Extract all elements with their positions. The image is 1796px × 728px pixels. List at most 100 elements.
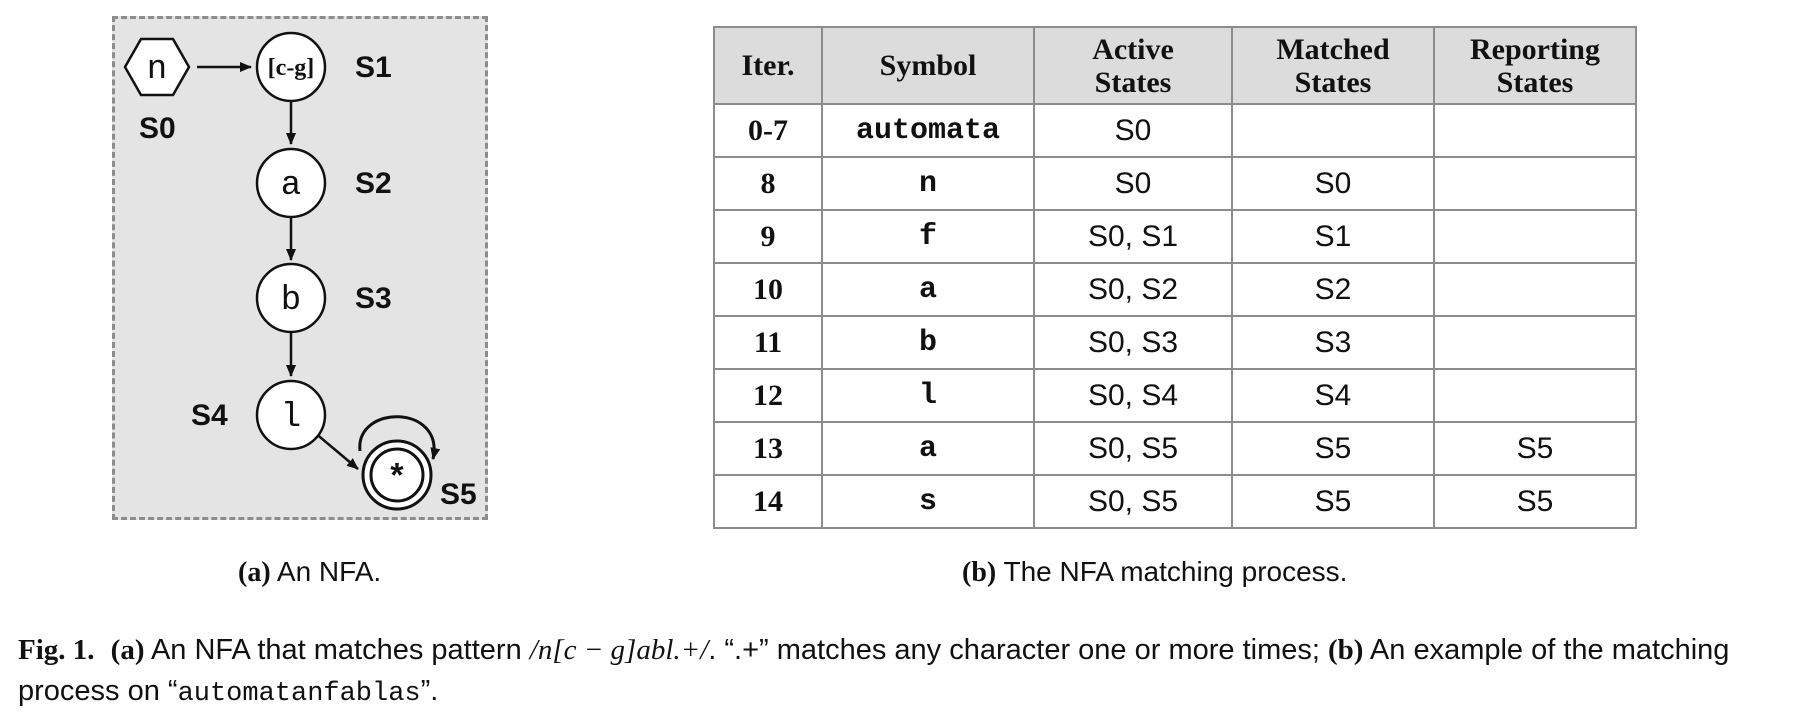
figure-label: Fig. 1. xyxy=(18,634,95,666)
cell-active-states: S0, S5 xyxy=(1033,474,1233,529)
table-row: 11 b S0, S3 S3 xyxy=(713,315,1637,370)
state-s2-circle xyxy=(255,147,327,219)
nfa-diagram: n S0 [c-g] S1 a S2 b S3 l S4 xyxy=(123,31,477,511)
cell-reporting-states xyxy=(1433,368,1637,423)
cell-reporting-states: S5 xyxy=(1433,421,1637,476)
figure-caption-end-text: ”. xyxy=(420,675,439,707)
table-row: 12 l S0, S4 S4 xyxy=(713,368,1637,423)
cell-symbol: n xyxy=(821,156,1035,211)
cell-iter: 14 xyxy=(713,474,823,529)
cell-reporting-states xyxy=(1433,262,1637,317)
figure-caption-middle-text: . “.+” matches any character one or more… xyxy=(708,634,1328,666)
cell-iter: 12 xyxy=(713,368,823,423)
cell-reporting-states xyxy=(1433,209,1637,264)
cell-matched-states: S3 xyxy=(1231,315,1435,370)
header-iter: Iter. xyxy=(713,26,823,105)
cell-active-states: S0 xyxy=(1033,103,1233,158)
edge-s4-s5 xyxy=(313,431,359,470)
state-s5: * xyxy=(361,439,433,511)
cell-symbol: s xyxy=(821,474,1035,529)
figure-caption-part-b-text: An example of the matching process on “ xyxy=(18,634,1730,707)
figure-caption: Fig. 1. (a) An NFA that matches pattern … xyxy=(18,630,1788,715)
cell-iter: 13 xyxy=(713,421,823,476)
cell-reporting-states xyxy=(1433,156,1637,211)
state-s2-label: S2 xyxy=(355,167,392,200)
figure-caption-part-a-label: (a) xyxy=(110,634,145,666)
state-s0-label: S0 xyxy=(139,112,176,145)
state-s4-circle xyxy=(255,379,327,451)
cell-active-states: S0, S5 xyxy=(1033,421,1233,476)
cell-matched-states: S2 xyxy=(1231,262,1435,317)
cell-iter: 0-7 xyxy=(713,103,823,158)
state-s2: a xyxy=(255,147,327,219)
header-symbol: Symbol xyxy=(821,26,1035,105)
cell-reporting-states: S5 xyxy=(1433,474,1637,529)
cell-matched-states: S4 xyxy=(1231,368,1435,423)
cell-symbol: l xyxy=(821,368,1035,423)
state-s1-label: S1 xyxy=(355,51,392,84)
state-s4: l xyxy=(255,379,327,451)
edge-s5-self-loop xyxy=(358,415,441,460)
state-s5-label: S5 xyxy=(440,478,477,511)
state-s1-symbol: [c-g] xyxy=(268,55,315,81)
cell-matched-states: S0 xyxy=(1231,156,1435,211)
state-s5-inner-circle xyxy=(369,447,425,503)
nfa-diagram-panel: n S0 [c-g] S1 a S2 b S3 l S4 xyxy=(112,16,488,520)
subcaption-a: (a) An NFA. xyxy=(238,556,381,589)
state-s3-circle xyxy=(255,262,327,334)
table-row: 13 a S0, S5 S5 S5 xyxy=(713,421,1637,476)
start-state-hexagon xyxy=(123,37,191,97)
state-s0: n xyxy=(123,37,191,97)
state-s4-symbol: l xyxy=(281,399,301,437)
figure-caption-pattern: /n[c − g]abl.+/ xyxy=(529,634,709,666)
state-s1-circle xyxy=(255,31,327,103)
table-row: 8 n S0 S0 xyxy=(713,156,1637,211)
cell-matched-states: S5 xyxy=(1231,421,1435,476)
header-reporting-states-text: Reporting States xyxy=(1470,32,1600,99)
cell-active-states: S0, S3 xyxy=(1033,315,1233,370)
state-s0-symbol: n xyxy=(147,51,167,89)
cell-iter: 11 xyxy=(713,315,823,370)
subcaption-a-text: An NFA. xyxy=(270,556,382,587)
cell-iter: 10 xyxy=(713,262,823,317)
header-matched-states-text: Matched States xyxy=(1276,32,1390,99)
header-matched-states: Matched States xyxy=(1231,26,1435,105)
figure-caption-part-a-text: An NFA that matches pattern xyxy=(144,634,530,666)
cell-matched-states: S1 xyxy=(1231,209,1435,264)
cell-iter: 9 xyxy=(713,209,823,264)
figure-caption-input-string: automatanfablas xyxy=(177,679,421,709)
nfa-matching-table: Iter. Symbol Active States Matched State… xyxy=(713,26,1637,529)
cell-iter: 8 xyxy=(713,156,823,211)
cell-matched-states: S5 xyxy=(1231,474,1435,529)
cell-symbol: b xyxy=(821,315,1035,370)
state-s5-symbol: * xyxy=(387,461,407,499)
state-s4-label: S4 xyxy=(191,399,228,432)
subcaption-a-label: (a) xyxy=(238,557,271,588)
cell-active-states: S0, S2 xyxy=(1033,262,1233,317)
state-s2-symbol: a xyxy=(281,167,301,205)
subcaption-b-label: (b) xyxy=(962,557,997,588)
subcaption-b-text: The NFA matching process. xyxy=(996,556,1348,587)
header-active-states: Active States xyxy=(1033,26,1233,105)
header-active-states-text: Active States xyxy=(1092,32,1174,99)
cell-reporting-states xyxy=(1433,315,1637,370)
figure-caption-part-b-label: (b) xyxy=(1328,634,1364,666)
cell-active-states: S0 xyxy=(1033,156,1233,211)
header-reporting-states: Reporting States xyxy=(1433,26,1637,105)
state-s1: [c-g] xyxy=(255,31,327,103)
cell-active-states: S0, S1 xyxy=(1033,209,1233,264)
state-s3-label: S3 xyxy=(355,282,392,315)
table-row: 0-7 automata S0 xyxy=(713,103,1637,158)
cell-symbol: f xyxy=(821,209,1035,264)
table-row: 14 s S0, S5 S5 S5 xyxy=(713,474,1637,529)
state-s3: b xyxy=(255,262,327,334)
table-row: 10 a S0, S2 S2 xyxy=(713,262,1637,317)
subcaption-b: (b) The NFA matching process. xyxy=(962,556,1347,589)
cell-matched-states xyxy=(1231,103,1435,158)
cell-active-states: S0, S4 xyxy=(1033,368,1233,423)
cell-reporting-states xyxy=(1433,103,1637,158)
table-header-row: Iter. Symbol Active States Matched State… xyxy=(713,26,1637,105)
state-s3-symbol: b xyxy=(281,282,301,320)
cell-symbol: automata xyxy=(821,103,1035,158)
table-row: 9 f S0, S1 S1 xyxy=(713,209,1637,264)
